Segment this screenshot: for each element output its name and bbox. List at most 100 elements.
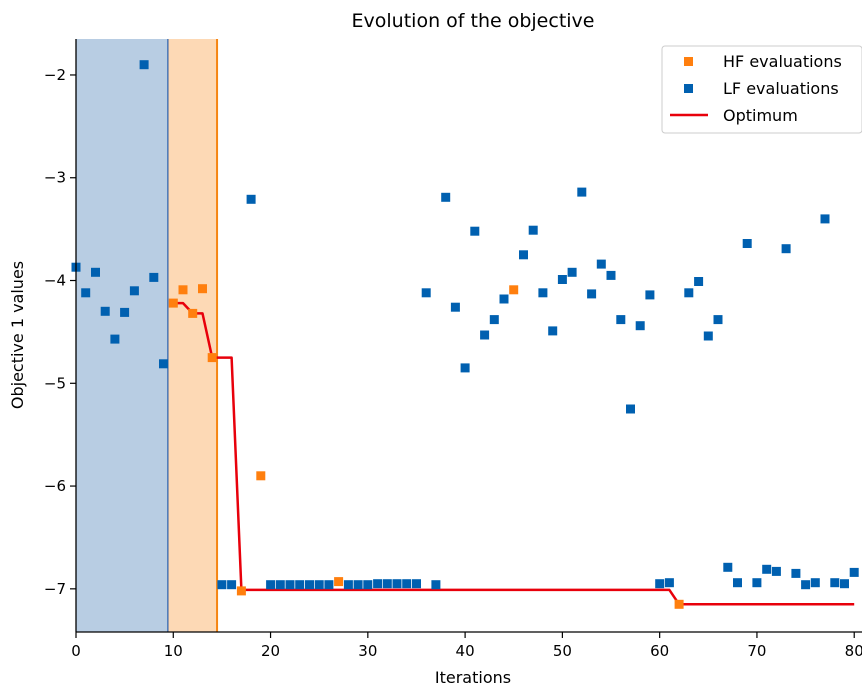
x-tick-label: 80	[845, 642, 862, 660]
hf-point-2	[188, 308, 198, 318]
axes	[75, 39, 862, 633]
lf-point-50	[645, 290, 655, 300]
lf-point-56	[713, 315, 723, 325]
lf-point-29	[431, 580, 441, 590]
lf-point-44	[587, 289, 597, 299]
y-tick-label: −4	[44, 272, 66, 290]
chart-title: Evolution of the objective	[352, 10, 595, 32]
lf-point-30	[441, 192, 451, 202]
x-tick-label: 70	[747, 642, 766, 660]
lf-point-4	[110, 334, 120, 344]
lf-point-32	[460, 363, 470, 373]
lf-point-28	[421, 288, 431, 298]
y-tick-label: −5	[44, 374, 66, 392]
hf-point-9	[674, 599, 684, 609]
lf-point-13	[266, 580, 276, 590]
lf-point-46	[606, 270, 616, 280]
y-tick-label: −3	[44, 169, 66, 187]
lf-point-42	[567, 267, 577, 277]
lf-point-12	[246, 194, 256, 204]
lf-point-48	[626, 404, 635, 414]
lf-point-7	[139, 60, 149, 70]
hf-point-4	[207, 353, 217, 363]
hf-point-8	[509, 285, 519, 295]
lf-point-47	[616, 315, 626, 325]
optimum-line	[173, 301, 855, 606]
y-tick-label: −2	[44, 66, 66, 84]
hf-point-1	[178, 285, 188, 295]
lf-point-26	[402, 579, 412, 589]
lf-point-27	[412, 579, 421, 589]
hf-point-7	[334, 577, 344, 587]
lf-point-55	[703, 331, 713, 341]
lf-point-53	[684, 288, 694, 298]
lf-point-40	[548, 326, 558, 336]
lf-point-6	[129, 286, 139, 296]
x-tick-label: 10	[164, 642, 183, 660]
lf-point-9	[159, 359, 168, 369]
lf-point-63	[781, 244, 791, 254]
lf-point-33	[470, 226, 480, 236]
lf-point-18	[314, 580, 324, 590]
lf-point-65	[801, 580, 811, 590]
lf-point-51	[655, 579, 665, 589]
hf-point-5	[256, 471, 266, 481]
lf-point-35	[489, 315, 499, 325]
lf-point-17	[305, 580, 314, 590]
lf-point-59	[742, 239, 752, 248]
lf-point-41	[557, 275, 567, 284]
legend-label-lf: LF evaluations	[723, 79, 839, 98]
lf-point-1	[81, 288, 91, 298]
lf-point-37	[519, 250, 528, 260]
lf-point-64	[791, 568, 801, 578]
region-0	[76, 39, 169, 632]
legend: HF evaluations LF evaluations Optimum	[661, 45, 862, 134]
lf-point-8	[149, 272, 159, 282]
lf-point-10	[217, 580, 227, 590]
lf-point-38	[528, 225, 538, 235]
lf-point-19	[324, 580, 334, 590]
lf-point-52	[664, 578, 674, 588]
lf-point-15	[285, 580, 295, 590]
lf-point-20	[343, 580, 353, 590]
lf-point-11	[227, 580, 237, 590]
x-tick-label: 0	[71, 642, 81, 660]
lf-point-16	[295, 580, 305, 590]
lf-point-23	[373, 579, 383, 589]
lf-point-60	[752, 578, 762, 588]
lf-point-70	[849, 567, 859, 577]
lf-point-45	[596, 259, 606, 269]
ticks: 0 10 20 30 40 50 60 70 80 −7 −6 −5 −4 −3 −2	[44, 66, 862, 660]
legend-label-optimum: Optimum	[723, 106, 798, 125]
y-tick-label: −7	[44, 580, 66, 598]
lf-point-39	[538, 288, 548, 298]
legend-marker-hf	[684, 57, 693, 66]
lf-point-61	[762, 564, 772, 574]
lf-point-43	[577, 187, 587, 197]
x-tick-label: 40	[456, 642, 475, 660]
lf-point-5	[120, 307, 130, 317]
optimum-series	[173, 301, 855, 606]
lf-point-14	[275, 580, 285, 590]
region-1	[168, 39, 218, 632]
lf-point-25	[392, 579, 402, 589]
y-axis-title: Objective 1 values	[8, 261, 27, 409]
lf-point-62	[771, 566, 781, 576]
lf-point-21	[353, 580, 363, 590]
x-tick-label: 50	[553, 642, 572, 660]
lf-point-31	[450, 302, 460, 312]
lf-point-67	[820, 214, 830, 224]
lf-point-57	[723, 562, 733, 572]
lf-point-3	[100, 306, 110, 316]
lf-point-24	[382, 579, 392, 589]
x-tick-label: 20	[261, 642, 280, 660]
lf-point-66	[810, 578, 820, 588]
x-axis-title: Iterations	[435, 668, 511, 687]
y-tick-label: −6	[44, 477, 66, 495]
lf-point-36	[499, 294, 509, 304]
hf-point-6	[236, 586, 246, 596]
x-tick-label: 30	[358, 642, 377, 660]
lf-point-54	[694, 277, 704, 286]
lf-point-69	[840, 579, 849, 589]
